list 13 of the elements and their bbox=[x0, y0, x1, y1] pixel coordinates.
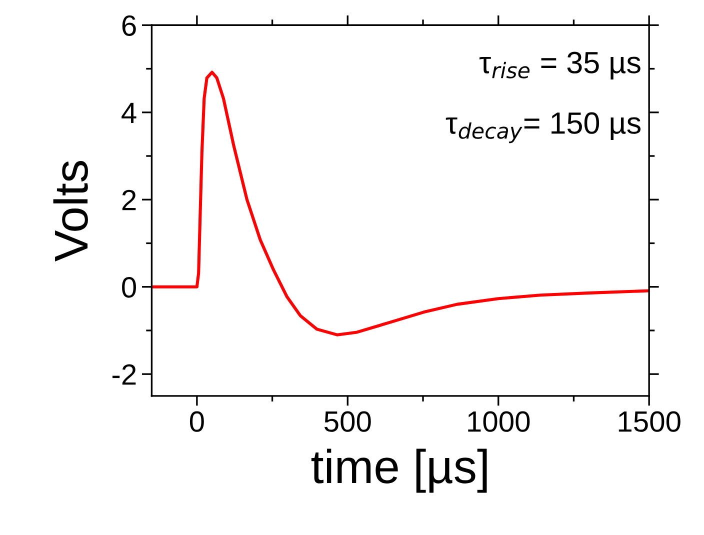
x-tick-label: 500 bbox=[324, 411, 371, 432]
x-tick-label: 1000 bbox=[468, 411, 530, 432]
annotation: τ$_{rise}$ = 35 µs bbox=[480, 52, 640, 80]
y-tick-label: 2 bbox=[122, 190, 136, 210]
y-tick-label: 4 bbox=[122, 102, 136, 123]
y-tick-label: -2 bbox=[112, 364, 136, 385]
y-tick-label: 0 bbox=[122, 277, 136, 298]
annotation: τ$_{decay}$= 150 µs bbox=[446, 112, 641, 144]
x-axis-title: time [µs] bbox=[311, 448, 487, 493]
x-tick-label: 1500 bbox=[618, 411, 680, 432]
x-tick-label: 0 bbox=[190, 411, 204, 432]
y-axis-title: Volts bbox=[53, 161, 88, 262]
y-tick-label: 6 bbox=[122, 15, 136, 36]
